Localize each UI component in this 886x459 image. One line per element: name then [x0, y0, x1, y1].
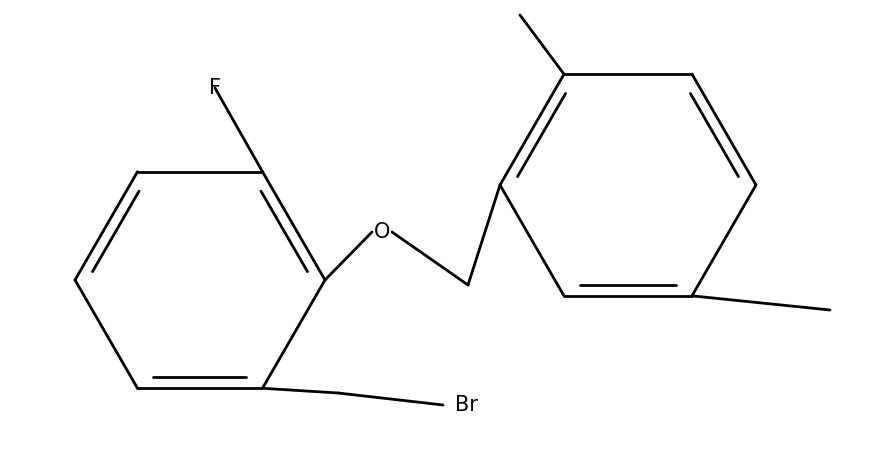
Text: O: O [374, 222, 390, 242]
Text: Br: Br [455, 395, 478, 415]
Text: F: F [209, 78, 221, 98]
